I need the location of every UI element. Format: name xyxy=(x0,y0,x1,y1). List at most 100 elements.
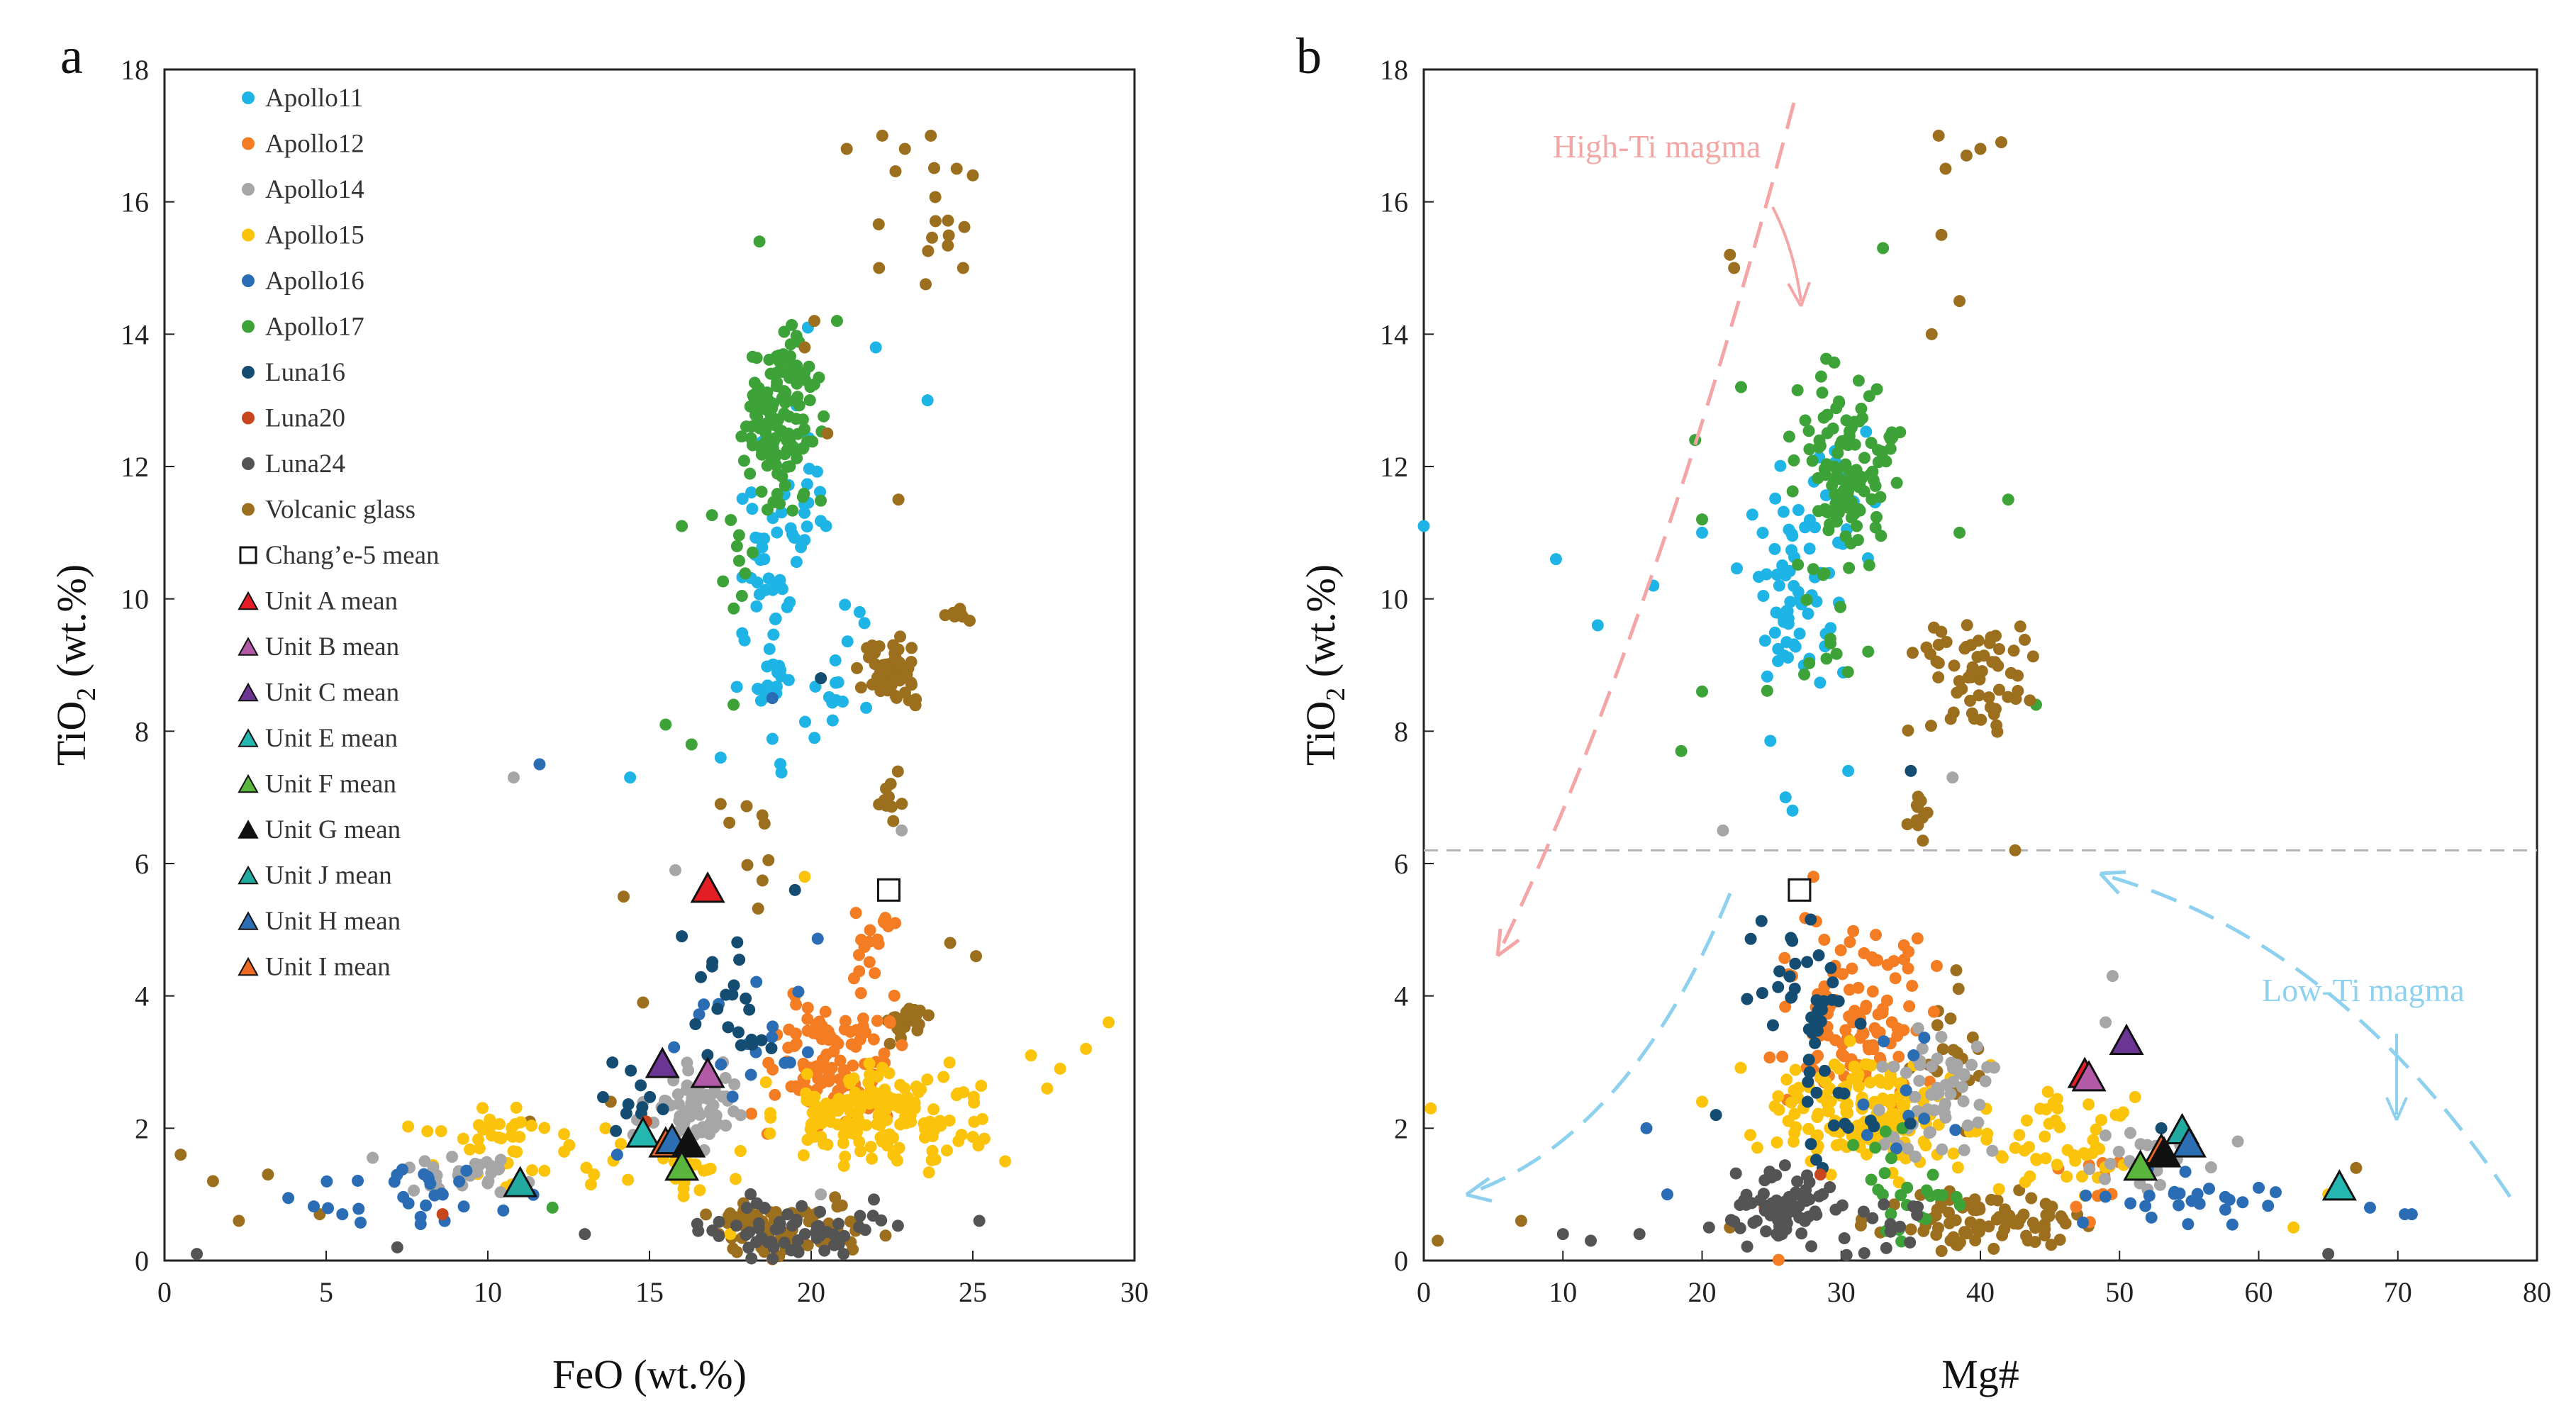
point-apollo17 xyxy=(1833,396,1846,409)
point-volcanic-glass xyxy=(876,129,888,142)
point-volcanic-glass xyxy=(1902,724,1914,737)
point-apollo15 xyxy=(1818,1074,1831,1087)
mean-marker-unit-e-mean xyxy=(625,1116,661,1148)
point-luna24 xyxy=(1585,1234,1597,1247)
point-luna24 xyxy=(691,1217,703,1230)
point-luna24 xyxy=(875,1214,888,1227)
point-luna16 xyxy=(706,960,718,973)
point-volcanic-glass xyxy=(840,143,853,155)
point-volcanic-glass xyxy=(1939,162,1952,175)
point-apollo11 xyxy=(1776,563,1789,576)
point-apollo11 xyxy=(750,600,763,613)
point-apollo15 xyxy=(2061,1144,2074,1156)
point-luna16 xyxy=(1868,1120,1880,1133)
point-apollo12 xyxy=(883,1017,896,1029)
point-apollo14 xyxy=(494,1154,507,1166)
point-apollo15 xyxy=(2061,1171,2073,1183)
point-apollo11 xyxy=(786,528,799,541)
point-apollo11 xyxy=(762,679,774,692)
point-apollo16 xyxy=(1857,1098,1870,1111)
point-apollo16 xyxy=(1918,1032,1931,1044)
point-apollo15 xyxy=(2287,1221,2300,1234)
point-luna16 xyxy=(1801,956,1814,968)
point-apollo15 xyxy=(978,1132,991,1145)
point-apollo17 xyxy=(1834,601,1847,613)
panel-a-y-axis-label: TiO2 (wt.%) xyxy=(48,564,101,766)
legend-label-unit-f-mean: Unit F mean xyxy=(265,770,396,799)
point-apollo15 xyxy=(1859,1058,1872,1071)
mean-marker-unit-e-mean xyxy=(2321,1169,2357,1201)
point-apollo17 xyxy=(735,430,748,443)
point-volcanic-glass xyxy=(896,798,908,810)
point-luna24 xyxy=(1775,1201,1788,1214)
point-apollo16 xyxy=(2405,1208,2418,1221)
point-apollo11 xyxy=(839,598,852,611)
point-volcanic-glass xyxy=(821,427,834,440)
point-apollo12 xyxy=(844,1025,857,1038)
legend-label-apollo16: Apollo16 xyxy=(265,267,364,296)
point-apollo15 xyxy=(1947,1147,1960,1160)
point-apollo15 xyxy=(1870,1130,1883,1143)
point-apollo15 xyxy=(457,1132,469,1145)
point-volcanic-glass xyxy=(1958,1226,1970,1239)
point-apollo15 xyxy=(1860,1148,1873,1161)
point-apollo15 xyxy=(1852,1080,1865,1093)
point-apollo17 xyxy=(773,349,786,362)
point-apollo14 xyxy=(1973,1098,1986,1111)
point-apollo15 xyxy=(1823,1105,1836,1118)
y-tick-label: 16 xyxy=(121,186,149,218)
point-luna24 xyxy=(1556,1228,1569,1241)
point-luna16 xyxy=(1818,1064,1831,1077)
legend-label-apollo14: Apollo14 xyxy=(265,175,364,204)
point-apollo12 xyxy=(1836,1048,1849,1061)
point-apollo17 xyxy=(761,459,774,472)
point-apollo15 xyxy=(677,1183,690,1195)
point-luna24 xyxy=(781,1208,794,1221)
point-apollo15 xyxy=(899,1110,912,1122)
point-apollo15 xyxy=(1734,1061,1747,1074)
point-volcanic-glass xyxy=(1986,656,1999,669)
point-apollo16 xyxy=(792,985,805,998)
point-apollo14 xyxy=(1916,1042,1929,1055)
point-apollo17 xyxy=(717,575,730,588)
point-apollo11 xyxy=(853,605,866,618)
point-luna24 xyxy=(1884,1218,1897,1231)
point-apollo15 xyxy=(538,1122,551,1134)
point-luna24 xyxy=(1912,1200,1924,1213)
point-apollo17 xyxy=(1953,526,1966,539)
point-apollo17 xyxy=(1862,645,1875,658)
point-volcanic-glass xyxy=(957,610,969,623)
point-volcanic-glass xyxy=(890,674,903,686)
point-apollo17 xyxy=(1824,632,1836,645)
legend-marker-apollo17 xyxy=(242,320,255,333)
point-apollo15 xyxy=(883,1128,896,1141)
point-apollo17 xyxy=(1845,511,1858,524)
point-luna24 xyxy=(814,1205,827,1218)
point-luna16 xyxy=(732,1026,745,1039)
point-luna24 xyxy=(191,1248,203,1261)
point-volcanic-glass xyxy=(1996,1229,2009,1241)
point-apollo16 xyxy=(779,1056,791,1069)
point-luna16 xyxy=(1710,1109,1722,1122)
point-apollo12 xyxy=(867,1033,880,1046)
point-apollo16 xyxy=(2077,1216,2090,1229)
x-tick-label: 0 xyxy=(1417,1276,1431,1308)
point-volcanic-glass xyxy=(723,816,736,829)
point-volcanic-glass xyxy=(801,1239,814,1251)
point-apollo17 xyxy=(1798,668,1811,681)
legend-marker-chang-e-5-mean xyxy=(239,546,257,564)
legend-label-luna16: Luna16 xyxy=(265,358,345,387)
point-volcanic-glass xyxy=(1966,707,1978,720)
point-volcanic-glass xyxy=(1973,1225,1985,1238)
point-apollo17 xyxy=(764,367,777,380)
point-volcanic-glass xyxy=(926,231,939,244)
point-apollo17 xyxy=(1807,563,1819,576)
point-apollo15 xyxy=(464,1143,476,1156)
low-ti-magma-annotation: Low-Ti magma xyxy=(2262,972,2465,1008)
point-apollo15 xyxy=(854,1102,866,1115)
point-apollo17 xyxy=(1879,1125,1892,1138)
point-apollo15 xyxy=(881,1114,893,1127)
point-apollo17 xyxy=(1852,374,1865,387)
point-apollo15 xyxy=(925,1120,937,1133)
point-apollo17 xyxy=(1792,558,1805,571)
